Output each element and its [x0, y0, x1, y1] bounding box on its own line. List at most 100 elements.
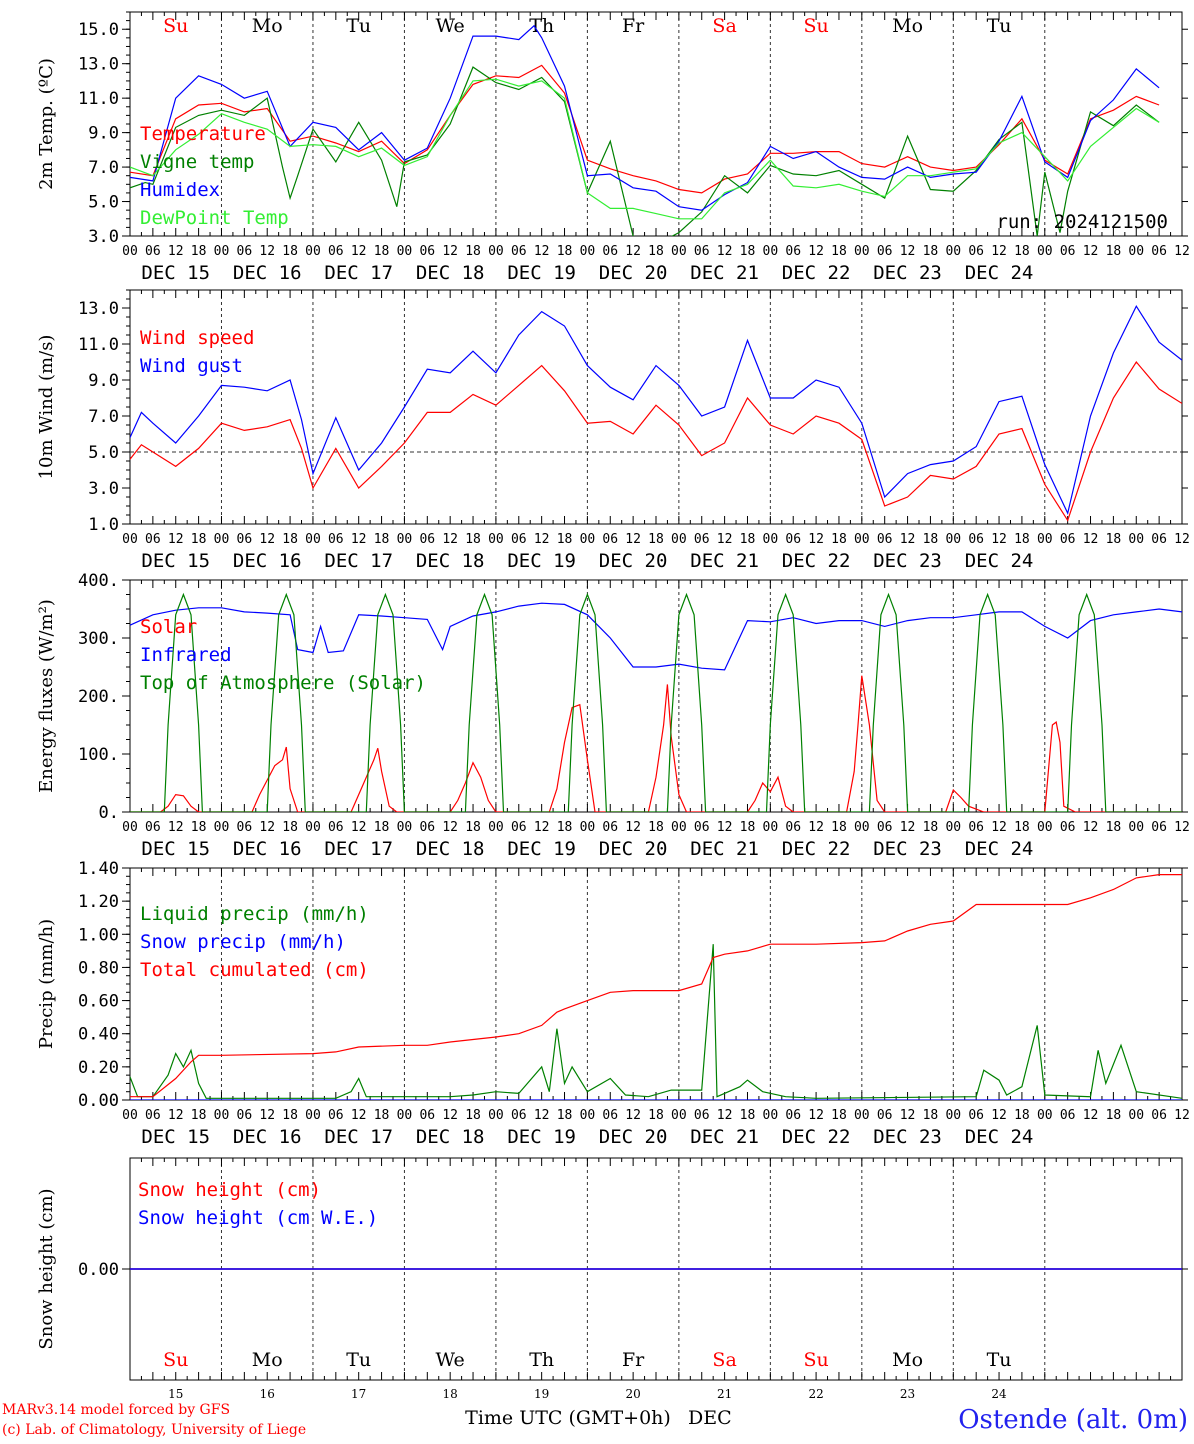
date-label: DEC 15	[141, 838, 210, 860]
hour-tick-label: 12	[625, 532, 641, 547]
hour-tick-label: 00	[122, 1108, 138, 1123]
hour-tick-label: 18	[191, 532, 207, 547]
hour-tick-label: 00	[122, 820, 138, 835]
weekday-label: Tu	[346, 1349, 371, 1371]
hour-tick-label: 06	[419, 244, 435, 259]
weekday-label: Su	[803, 1349, 828, 1371]
date-label: DEC 17	[324, 550, 393, 572]
weekday-label: Mo	[252, 15, 283, 37]
hour-tick-label: 00	[1128, 820, 1144, 835]
hour-tick-label: 12	[900, 244, 916, 259]
hour-tick-label: 06	[785, 820, 801, 835]
hour-tick-label: 00	[854, 1108, 870, 1123]
y-tick-label: 9.0	[88, 124, 119, 144]
hour-tick-label: 06	[785, 1108, 801, 1123]
hour-tick-label: 12	[259, 820, 275, 835]
weekday-label: Th	[529, 15, 554, 37]
hour-tick-label: 06	[145, 1108, 161, 1123]
hour-tick-label: 00	[854, 532, 870, 547]
date-label: DEC 20	[599, 1126, 668, 1148]
hour-tick-label: 18	[282, 244, 298, 259]
hour-tick-label: 12	[259, 532, 275, 547]
hour-tick-label: 12	[1083, 1108, 1099, 1123]
legend-entry: Humidex	[140, 179, 220, 201]
y-tick-label: 0.40	[78, 1025, 119, 1045]
weekday-label: Su	[163, 1349, 188, 1371]
hour-tick-label: 12	[808, 532, 824, 547]
hour-tick-label: 18	[831, 1108, 847, 1123]
hour-tick-label: 18	[191, 1108, 207, 1123]
hour-tick-label: 18	[191, 244, 207, 259]
hour-tick-label: 00	[763, 244, 779, 259]
legend-entry: Wind speed	[140, 327, 254, 349]
hour-tick-label: 00	[214, 1108, 230, 1123]
y-tick-label: 200.	[78, 687, 119, 707]
date-label: DEC 15	[141, 550, 210, 572]
hour-tick-label: 12	[1083, 244, 1099, 259]
date-label: DEC 18	[416, 838, 485, 860]
weekday-label: Su	[803, 15, 828, 37]
day-number-label: 22	[808, 1387, 823, 1401]
hour-tick-label: 00	[397, 1108, 413, 1123]
hour-tick-label: 06	[237, 820, 253, 835]
hour-tick-label: 00	[305, 532, 321, 547]
y-tick-label: 1.00	[78, 925, 119, 945]
hour-tick-label: 12	[168, 1108, 184, 1123]
y-tick-label: 0.60	[78, 992, 119, 1012]
hour-tick-label: 06	[237, 1108, 253, 1123]
month-label: DEC	[688, 1407, 732, 1429]
hour-tick-label: 12	[351, 1108, 367, 1123]
y-tick-label: 300.	[78, 629, 119, 649]
series-line-vigne-temp	[130, 66, 1160, 236]
hour-tick-label: 00	[580, 244, 596, 259]
hour-tick-label: 00	[671, 1108, 687, 1123]
y-axis-title: 2m Temp. (ºC)	[36, 58, 57, 190]
hour-tick-label: 18	[923, 244, 939, 259]
hour-tick-label: 12	[259, 244, 275, 259]
legend-entry: Solar	[140, 616, 197, 638]
date-label: DEC 21	[690, 262, 759, 284]
hour-tick-label: 00	[945, 1108, 961, 1123]
hour-tick-label: 00	[397, 532, 413, 547]
hour-tick-label: 18	[923, 532, 939, 547]
hour-tick-label: 06	[328, 1108, 344, 1123]
hour-tick-label: 18	[465, 244, 481, 259]
hour-tick-label: 12	[534, 1108, 550, 1123]
hour-tick-label: 00	[1128, 1108, 1144, 1123]
y-tick-label: 7.0	[88, 407, 119, 427]
date-label: DEC 21	[690, 838, 759, 860]
weekday-label: Fr	[622, 1349, 645, 1371]
hour-tick-label: 06	[1060, 1108, 1076, 1123]
hour-tick-label: 00	[214, 244, 230, 259]
hour-tick-label: 18	[1014, 1108, 1030, 1123]
hour-tick-label: 18	[648, 1108, 664, 1123]
hour-tick-label: 12	[717, 1108, 733, 1123]
hour-tick-label: 18	[465, 1108, 481, 1123]
y-tick-label: 15.0	[78, 20, 119, 40]
hour-tick-label: 12	[442, 244, 458, 259]
hour-tick-label: 18	[740, 532, 756, 547]
day-number-label: 24	[991, 1387, 1007, 1401]
hour-tick-label: 12	[168, 820, 184, 835]
series-line-wind-speed	[130, 360, 1182, 522]
hour-tick-label: 12	[900, 820, 916, 835]
date-label: DEC 23	[873, 550, 942, 572]
hour-tick-label: 00	[397, 820, 413, 835]
hour-tick-label: 12	[808, 820, 824, 835]
hour-tick-label: 12	[168, 244, 184, 259]
hour-tick-label: 06	[237, 244, 253, 259]
hour-tick-label: 12	[1174, 532, 1190, 547]
hour-tick-label: 18	[1014, 532, 1030, 547]
hour-tick-label: 12	[991, 820, 1007, 835]
hour-tick-label: 00	[1037, 1108, 1053, 1123]
weekday-label: Fr	[622, 15, 645, 37]
hour-tick-label: 18	[648, 820, 664, 835]
weekday-label: Sa	[712, 1349, 736, 1371]
legend-entry: Snow precip (mm/h)	[140, 931, 346, 953]
date-label: DEC 18	[416, 550, 485, 572]
date-label: DEC 20	[599, 838, 668, 860]
date-label: DEC 24	[965, 838, 1034, 860]
date-label: DEC 24	[965, 1126, 1034, 1148]
hour-tick-label: 00	[122, 532, 138, 547]
date-label: DEC 23	[873, 262, 942, 284]
